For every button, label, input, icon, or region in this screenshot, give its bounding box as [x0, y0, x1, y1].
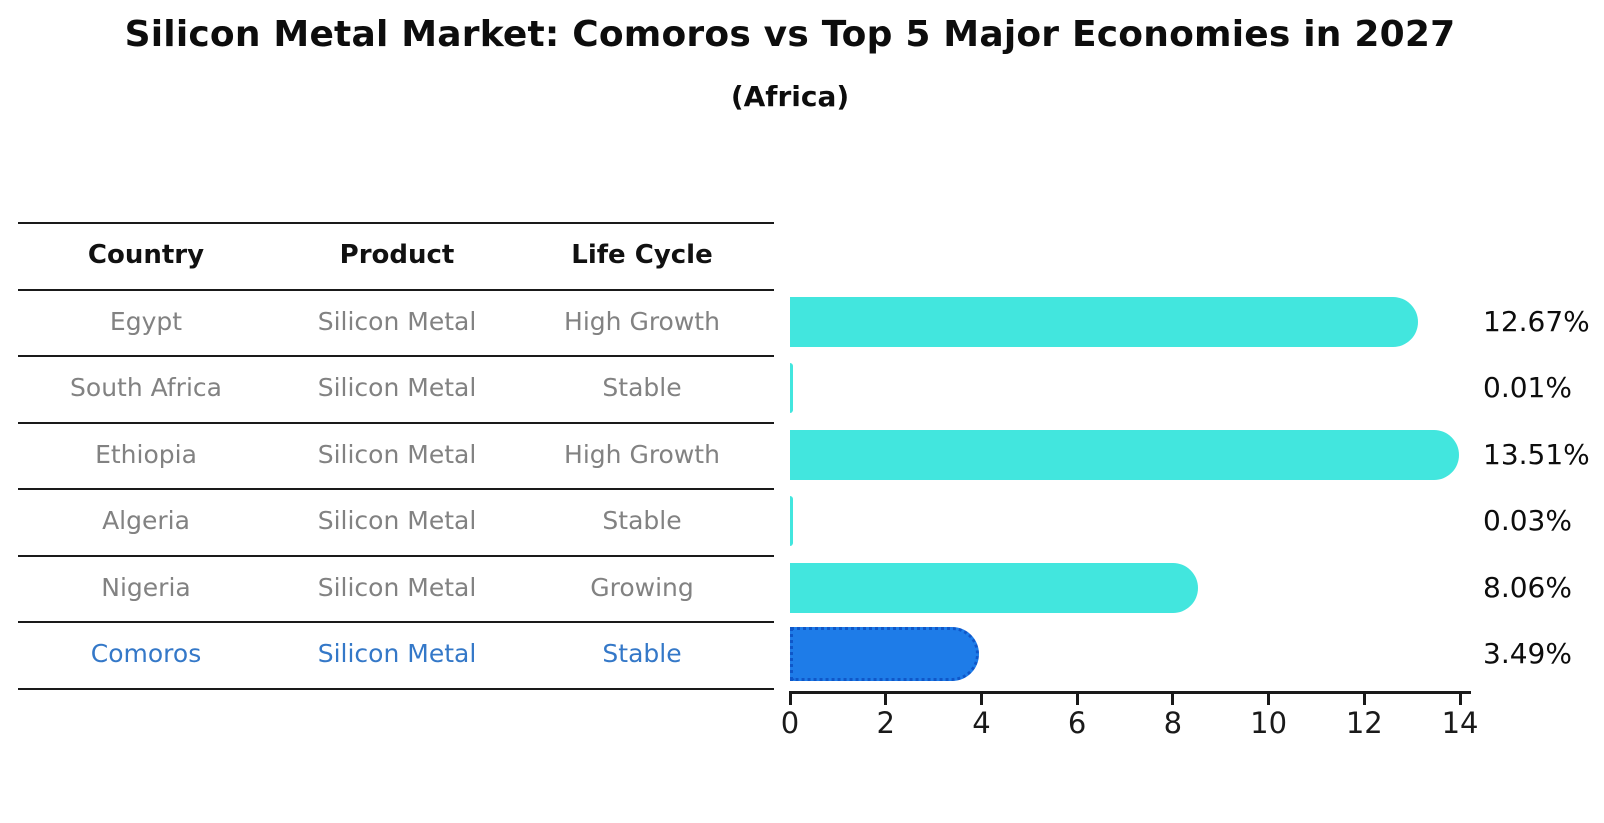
bar-egypt	[790, 296, 1419, 347]
x-tick-mark	[1458, 693, 1462, 705]
column-header-product: Product	[339, 240, 455, 270]
value-label: 0.03%	[1483, 504, 1572, 538]
product-cell: Silicon Metal	[317, 306, 477, 336]
life-cycle-cell: Stable	[602, 506, 682, 536]
life-cycle-cell: High Growth	[564, 439, 720, 469]
table-line	[18, 687, 774, 690]
country-cell: Ethiopia	[95, 439, 197, 469]
bar-nigeria	[790, 562, 1198, 613]
table-line	[18, 355, 774, 357]
life-cycle-cell: High Growth	[564, 306, 720, 336]
x-tick-mark	[979, 693, 983, 705]
bar-south-africa	[790, 363, 793, 414]
table-line	[18, 288, 774, 291]
x-tick-label: 8	[1163, 706, 1183, 740]
product-cell: Silicon Metal	[317, 639, 477, 669]
x-tick-mark	[788, 693, 792, 705]
country-cell: Egypt	[109, 306, 183, 336]
product-cell: Silicon Metal	[317, 373, 477, 403]
table-line	[18, 222, 774, 224]
x-tick-mark	[884, 693, 888, 705]
x-tick-label: 0	[780, 706, 800, 740]
column-header-life-cycle: Life Cycle	[571, 240, 713, 270]
value-label: 3.49%	[1483, 637, 1572, 671]
x-tick-mark	[1267, 693, 1271, 705]
country-cell: Nigeria	[101, 572, 191, 602]
x-tick-label: 2	[876, 706, 895, 740]
x-tick-mark	[1362, 693, 1366, 705]
x-axis-line	[789, 691, 1471, 694]
value-label: 0.01%	[1483, 371, 1572, 405]
x-tick-mark	[1075, 693, 1079, 705]
x-tick-label: 12	[1345, 706, 1383, 740]
chart-title: Silicon Metal Market: Comoros vs Top 5 M…	[124, 14, 1456, 55]
table-line	[18, 488, 774, 490]
value-label: 13.51%	[1483, 437, 1590, 471]
value-label: 12.67%	[1483, 304, 1590, 338]
product-cell: Silicon Metal	[317, 506, 477, 536]
life-cycle-cell: Growing	[590, 572, 694, 602]
bar-algeria	[790, 496, 793, 547]
bar-ethiopia	[790, 429, 1459, 480]
table-line	[18, 554, 774, 557]
value-label: 8.06%	[1483, 570, 1572, 604]
x-tick-label: 14	[1441, 706, 1479, 740]
chart-subtitle: (Africa)	[730, 80, 850, 113]
product-cell: Silicon Metal	[317, 572, 477, 602]
x-tick-label: 4	[972, 706, 991, 740]
x-tick-label: 10	[1250, 706, 1288, 740]
country-cell: Algeria	[102, 506, 190, 536]
country-cell: Comoros	[90, 639, 202, 669]
table-line	[18, 621, 774, 623]
product-cell: Silicon Metal	[317, 439, 477, 469]
x-tick-label: 6	[1067, 706, 1087, 740]
life-cycle-cell: Stable	[602, 639, 682, 669]
x-tick-mark	[1171, 693, 1175, 705]
bar-comoros	[790, 627, 980, 682]
country-cell: South Africa	[70, 373, 222, 403]
table-line	[18, 421, 774, 424]
column-header-country: Country	[87, 240, 205, 270]
life-cycle-cell: Stable	[602, 373, 682, 403]
